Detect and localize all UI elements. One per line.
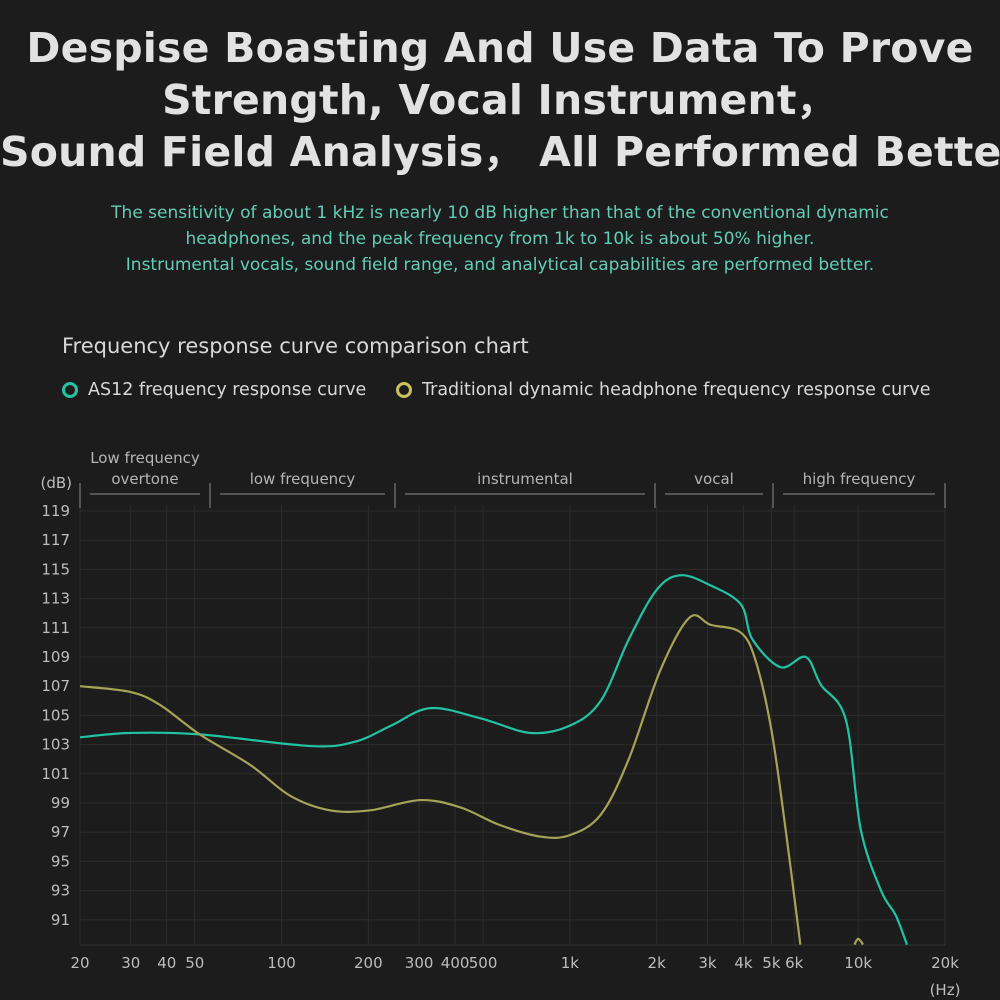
headline: Despise Boasting And Use Data To Prove S…	[0, 22, 1000, 178]
x-tick-label: 20	[70, 954, 89, 972]
y-tick-label: 95	[51, 852, 70, 870]
legend-label: Traditional dynamic headphone frequency …	[422, 380, 931, 400]
chart-title: Frequency response curve comparison char…	[62, 334, 529, 358]
legend-label: AS12 frequency response curve	[88, 380, 367, 400]
x-tick-label: 5k	[762, 954, 781, 972]
subtext-line: Instrumental vocals, sound field range, …	[125, 255, 875, 275]
legend-item-as12: AS12 frequency response curve	[62, 380, 366, 400]
headline-line: Strength, Vocal Instrument，	[162, 76, 838, 124]
y-tick-label: 113	[41, 590, 70, 608]
y-tick-label: 107	[41, 677, 70, 695]
x-tick-label: 3k	[698, 954, 717, 972]
y-tick-label: 111	[41, 619, 70, 637]
headline-line: Despise Boasting And Use Data To Prove	[26, 24, 974, 72]
x-tick-label: 4k	[734, 954, 753, 972]
as12-curve	[80, 574, 908, 945]
traditional-curve-tail	[853, 937, 865, 945]
band-label: high frequency	[803, 470, 916, 488]
x-axis-unit: (Hz)	[930, 981, 961, 999]
y-axis-unit: (dB)	[40, 474, 72, 492]
traditional-curve	[80, 614, 802, 945]
band-label: low frequency	[250, 470, 356, 488]
y-tick-label: 115	[41, 560, 70, 578]
headline-line: Sound Field Analysis， All Performed Bett…	[0, 128, 1000, 176]
x-tick-label: 300	[405, 954, 434, 972]
band-label: vocal	[694, 470, 734, 488]
band-label: overtone	[111, 470, 178, 488]
x-tick-label: 100	[267, 954, 296, 972]
subtext-line: The sensitivity of about 1 kHz is nearly…	[111, 203, 889, 223]
x-tick-label: 2k	[648, 954, 667, 972]
y-tick-label: 109	[41, 648, 70, 666]
x-tick-label: 200	[354, 954, 383, 972]
legend-marker-icon	[62, 382, 78, 398]
x-tick-label: 500	[469, 954, 498, 972]
legend-item-traditional: Traditional dynamic headphone frequency …	[396, 380, 930, 400]
y-tick-label: 103	[41, 736, 70, 754]
y-tick-label: 97	[51, 823, 70, 841]
x-tick-label: 10k	[844, 954, 872, 972]
x-tick-label: 400	[441, 954, 470, 972]
subtext: The sensitivity of about 1 kHz is nearly…	[0, 200, 1000, 278]
y-tick-label: 117	[41, 531, 70, 549]
y-tick-label: 105	[41, 706, 70, 724]
band-label: Low frequency	[90, 449, 200, 467]
x-tick-label: 6k	[785, 954, 804, 972]
y-tick-label: 101	[41, 765, 70, 783]
x-tick-label: 50	[185, 954, 204, 972]
y-tick-label: 91	[51, 911, 70, 929]
x-tick-label: 1k	[561, 954, 580, 972]
y-tick-label: 99	[51, 794, 70, 812]
band-label: instrumental	[477, 470, 573, 488]
subtext-line: headphones, and the peak frequency from …	[185, 229, 815, 249]
x-tick-label: 40	[157, 954, 176, 972]
x-tick-label: 30	[121, 954, 140, 972]
y-tick-label: 119	[41, 502, 70, 520]
y-tick-label: 93	[51, 882, 70, 900]
x-tick-label: 20k	[931, 954, 959, 972]
legend-marker-icon	[396, 382, 412, 398]
